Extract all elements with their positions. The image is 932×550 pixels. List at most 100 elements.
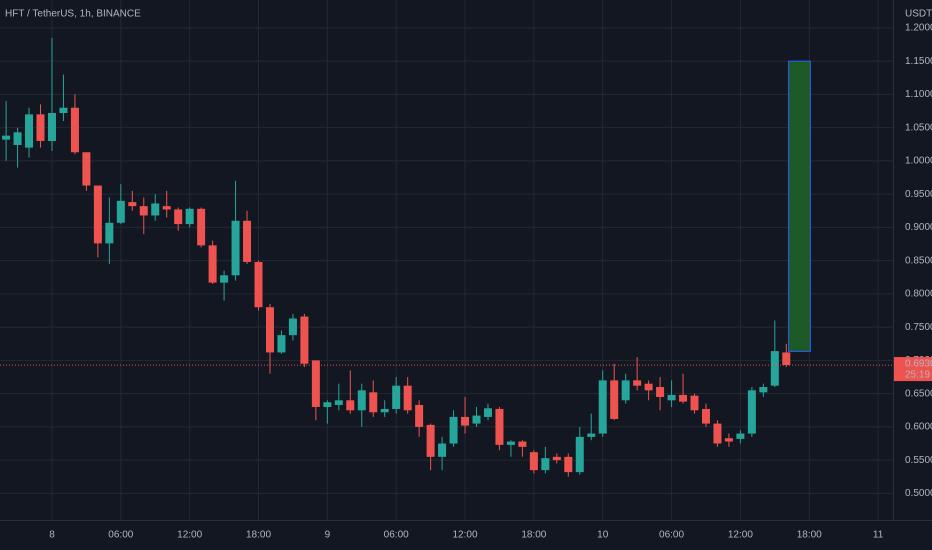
candle-body <box>220 275 229 283</box>
x-tick-label: 18:00 <box>521 530 546 541</box>
candle-body <box>633 380 642 386</box>
candle-body <box>564 456 573 473</box>
x-tick-label: 12:00 <box>453 530 478 541</box>
y-tick-label: 1.1000 <box>905 89 932 100</box>
candle-body <box>667 394 676 401</box>
x-tick-label: 8 <box>49 530 55 541</box>
y-tick-label: 1.2000 <box>905 23 932 34</box>
candle-body <box>598 380 607 434</box>
y-tick-label: 0.9500 <box>905 189 932 200</box>
candle-body <box>139 206 148 216</box>
candle-body <box>724 438 733 442</box>
candle-body <box>610 380 619 419</box>
candle-body <box>495 408 504 445</box>
candle-body <box>770 351 779 386</box>
y-tick-label: 1.0000 <box>905 156 932 167</box>
candle-body <box>575 436 584 473</box>
candle-body <box>254 261 263 308</box>
candle-body <box>36 114 45 141</box>
x-tick-label: 18:00 <box>797 530 822 541</box>
candle-body <box>369 392 378 413</box>
candle-body <box>472 415 481 424</box>
y-tick-label: 1.0500 <box>905 122 932 133</box>
candle-body <box>13 132 22 145</box>
candle-body <box>380 408 389 413</box>
candle-body <box>357 390 366 411</box>
candle-body <box>265 307 274 353</box>
candle-body <box>392 385 401 409</box>
candle-body <box>323 402 332 407</box>
x-tick-label: 12:00 <box>177 530 202 541</box>
candle-body <box>105 222 114 244</box>
x-tick-label: 11 <box>873 530 884 541</box>
candle-body <box>59 107 68 114</box>
candle-body <box>300 316 309 364</box>
candle-body <box>449 416 458 444</box>
last-price-label: 0.6930 <box>905 359 932 370</box>
x-tick-label: 9 <box>325 530 331 541</box>
candle-body <box>162 206 171 210</box>
candle-body <box>311 360 320 407</box>
candle-body <box>747 390 756 434</box>
candle-body <box>587 433 596 437</box>
candle-body <box>243 220 252 262</box>
candle-body <box>197 208 206 246</box>
x-tick-label: 10 <box>597 530 609 541</box>
candle-body <box>47 113 56 141</box>
candle-body <box>334 400 343 405</box>
candle-body <box>403 385 412 411</box>
countdown: 25:19 <box>905 370 930 381</box>
candle-body <box>438 443 447 457</box>
target-zone <box>788 60 811 352</box>
candle-body <box>518 441 527 447</box>
candle-body <box>128 202 137 207</box>
chart-title: HFT / TetherUS, 1h, BINANCE <box>5 9 141 20</box>
x-tick-label: 06:00 <box>384 530 409 541</box>
x-tick-label: 18:00 <box>246 530 271 541</box>
candle-body <box>25 114 34 148</box>
candle-body <box>93 185 102 244</box>
candle-body <box>426 424 435 457</box>
candle-body <box>541 458 550 471</box>
candle-body <box>690 395 699 411</box>
candle-body <box>288 318 297 336</box>
x-tick-label: 06:00 <box>659 530 684 541</box>
candle-body <box>346 400 355 411</box>
candle-body <box>82 152 91 186</box>
candle-body <box>151 203 160 216</box>
candle-body <box>679 394 688 402</box>
candle-body <box>208 245 217 283</box>
candle-body <box>759 387 768 393</box>
candle-body <box>231 220 240 276</box>
candle-body <box>185 208 194 225</box>
y-tick-label: 1.1500 <box>905 56 932 67</box>
candle-body <box>621 380 630 401</box>
candle-body <box>2 135 11 140</box>
last-price-box <box>894 357 932 382</box>
candle-body <box>782 352 791 366</box>
candle-body <box>174 209 183 225</box>
y-unit: USDT <box>905 9 932 20</box>
candle-body <box>415 404 424 427</box>
candle-body <box>656 387 665 397</box>
x-tick-label: 06:00 <box>108 530 133 541</box>
x-tick-label: 12:00 <box>728 530 753 541</box>
candle-body <box>736 433 745 439</box>
candle-body <box>644 383 653 391</box>
candle-body <box>461 416 470 426</box>
candle-body <box>552 456 561 461</box>
candle-body <box>116 200 125 223</box>
candle-body <box>713 423 722 444</box>
candle-body <box>701 408 710 424</box>
candle-body <box>529 452 538 471</box>
candle-body <box>483 408 492 417</box>
candle-body <box>70 107 79 153</box>
